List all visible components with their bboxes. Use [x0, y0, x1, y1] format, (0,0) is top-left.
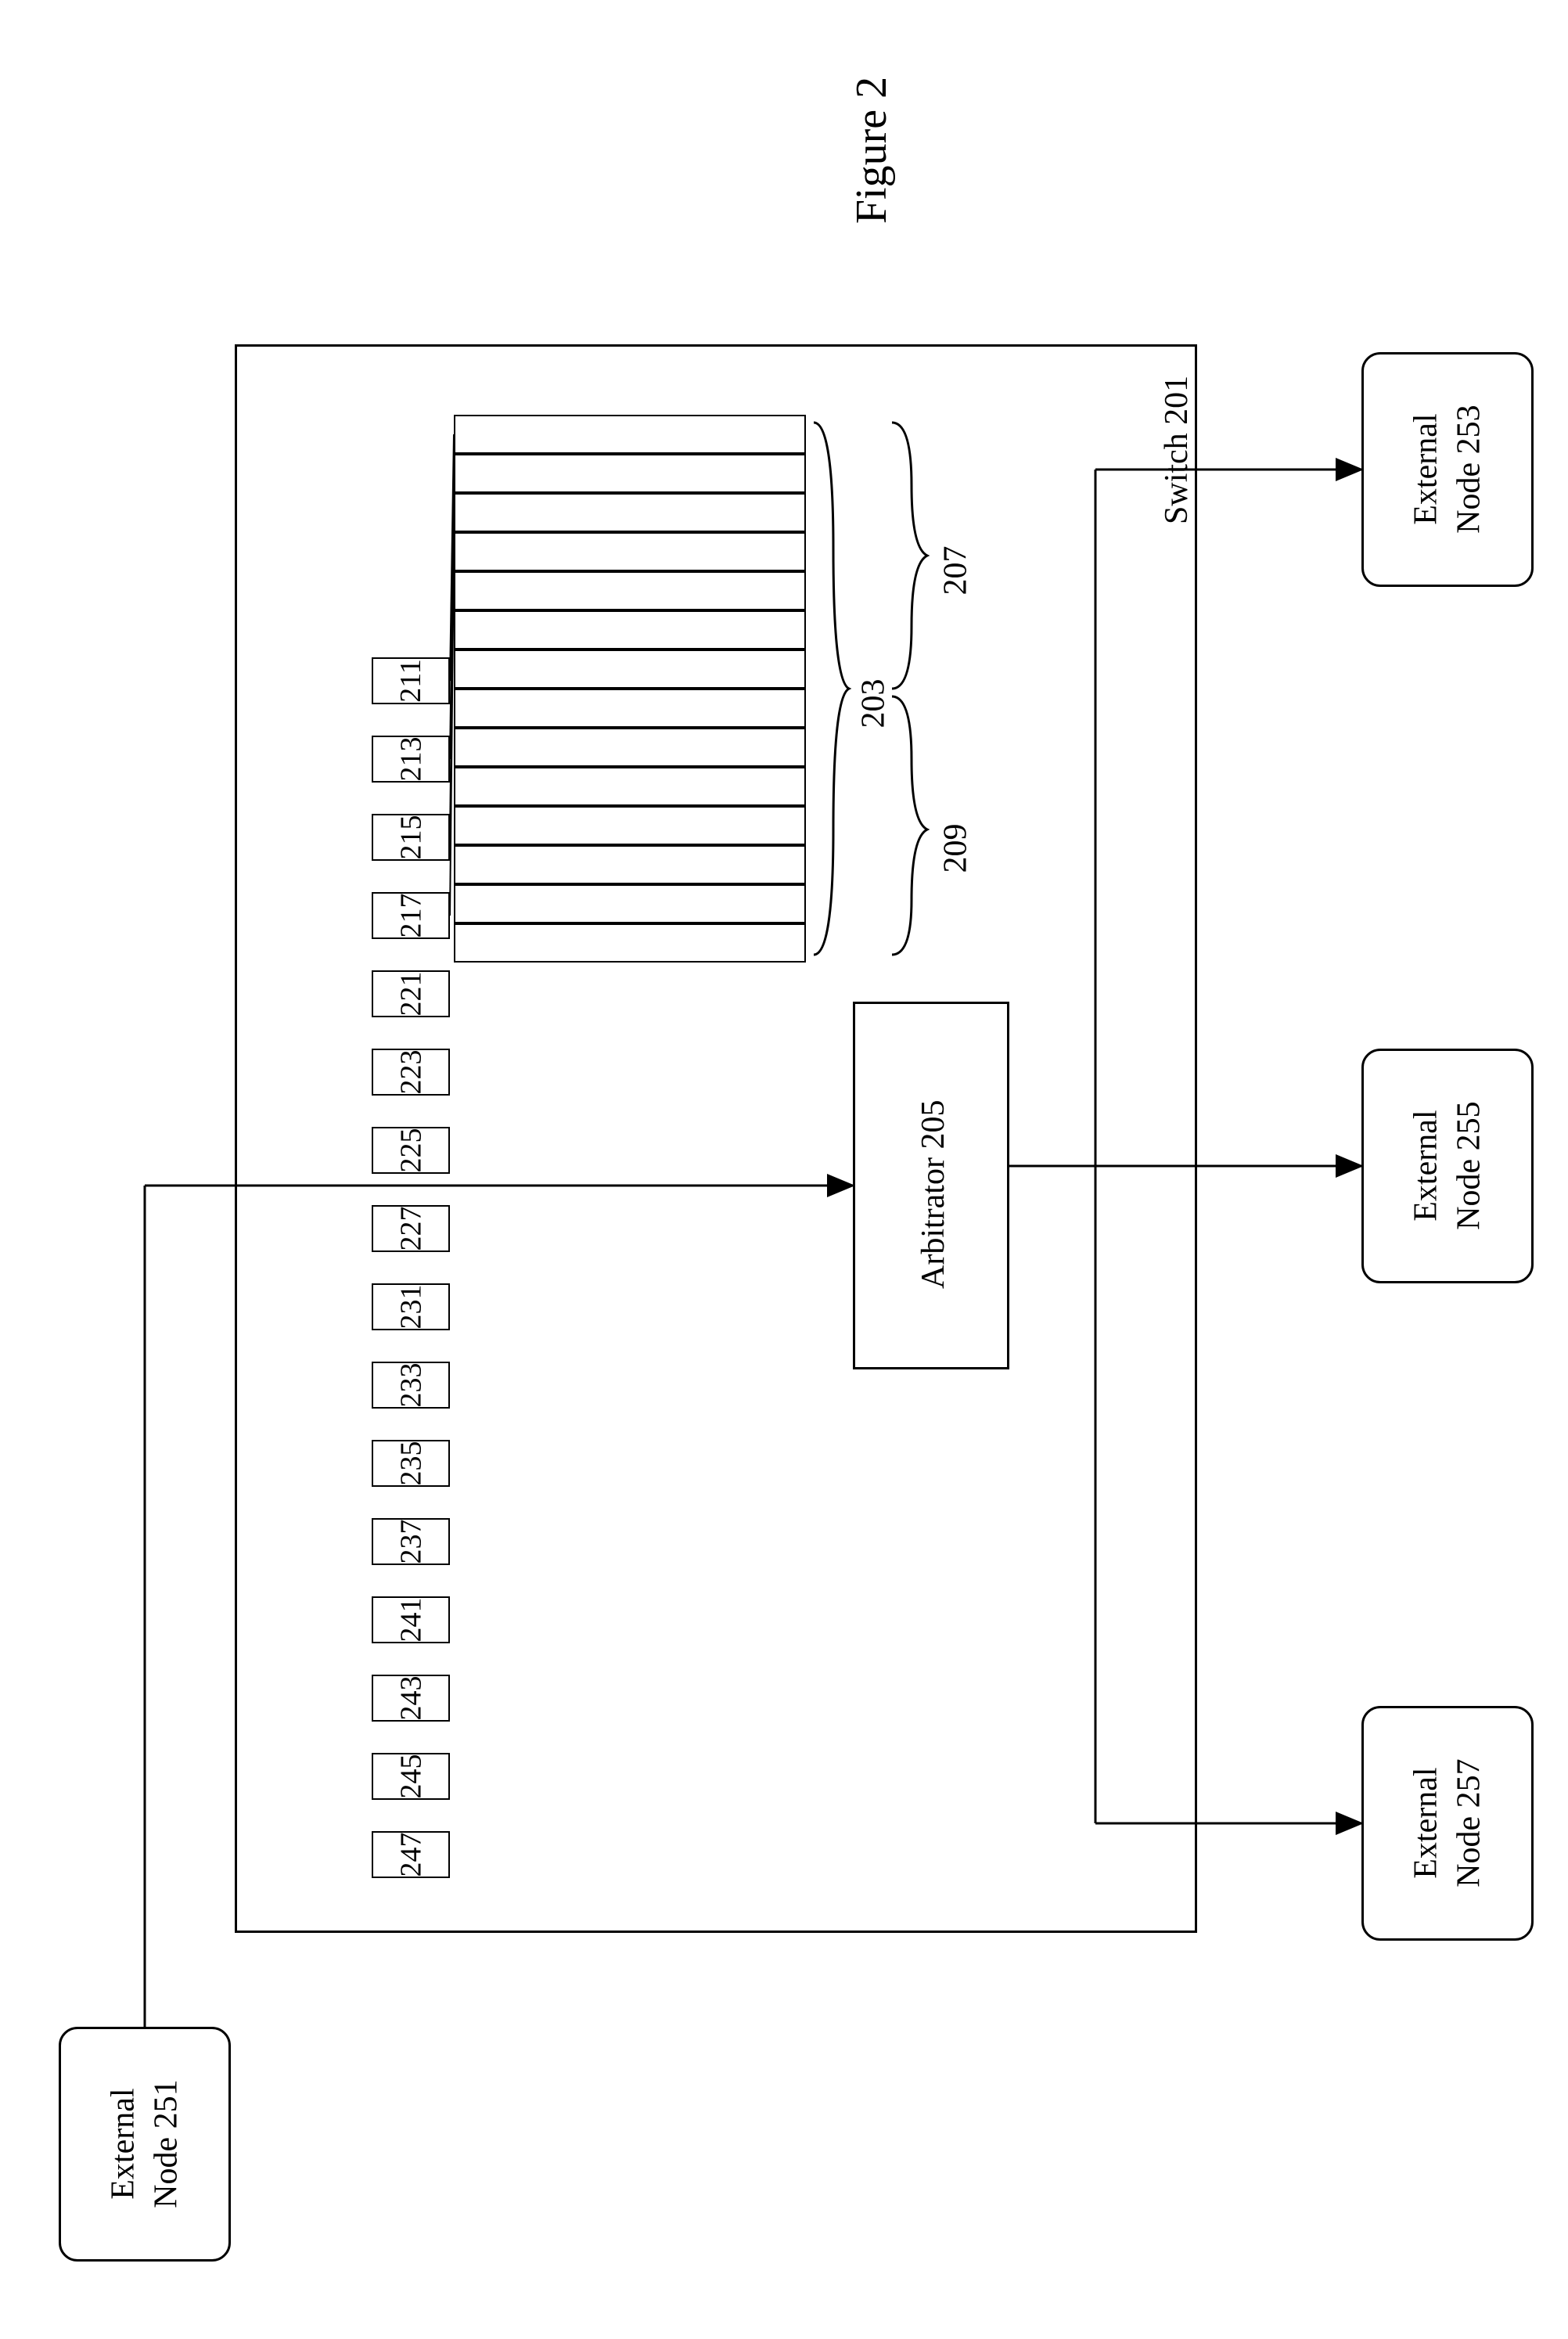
queue-cell-227: 227 — [372, 1205, 450, 1252]
queue-cell-label: 243 — [394, 1676, 428, 1721]
queue-cell-247: 247 — [372, 1831, 450, 1878]
queue-cell-223: 223 — [372, 1049, 450, 1096]
queue-grid-row — [454, 415, 806, 454]
bracket-209: 209 — [937, 824, 975, 873]
queue-cell-label: 215 — [394, 815, 428, 860]
queue-grid-row — [454, 884, 806, 923]
queue-cell-label: 231 — [394, 1285, 428, 1330]
queue-cell-label: 235 — [394, 1441, 428, 1486]
bracket-203: 203 — [855, 679, 893, 729]
external-node-253: External Node 253 — [1361, 352, 1534, 587]
queue-cell-label: 213 — [394, 737, 428, 782]
queue-cell-233: 233 — [372, 1362, 450, 1409]
queue-cell-215: 215 — [372, 814, 450, 861]
external-node-255: External Node 255 — [1361, 1049, 1534, 1283]
queue-grid-row — [454, 923, 806, 963]
queue-cell-label: 247 — [394, 1833, 428, 1877]
switch-label: Switch 201 — [1158, 376, 1196, 524]
queue-grid-row — [454, 728, 806, 767]
queue-cell-label: 241 — [394, 1598, 428, 1643]
external-node-257-label: External Node 257 — [1404, 1759, 1490, 1887]
queue-grid-row — [454, 650, 806, 689]
queue-grid-row — [454, 571, 806, 610]
external-node-257: External Node 257 — [1361, 1706, 1534, 1941]
queue-cell-label: 233 — [394, 1363, 428, 1408]
queue-cell-217: 217 — [372, 892, 450, 939]
queue-grid-row — [454, 532, 806, 571]
queue-cell-label: 211 — [394, 659, 428, 703]
queue-cell-label: 217 — [394, 894, 428, 938]
queue-cell-label: 223 — [394, 1050, 428, 1095]
queue-grid-row — [454, 767, 806, 806]
queue-cell-label: 237 — [394, 1520, 428, 1564]
queue-cell-237: 237 — [372, 1518, 450, 1565]
queue-cell-label: 221 — [394, 972, 428, 1017]
queue-grid-row — [454, 689, 806, 728]
queue-cell-241: 241 — [372, 1596, 450, 1643]
queue-grid-row — [454, 610, 806, 650]
external-node-253-label: External Node 253 — [1404, 405, 1490, 534]
queue-cell-243: 243 — [372, 1675, 450, 1722]
queue-cell-245: 245 — [372, 1753, 450, 1800]
external-node-251: External Node 251 — [59, 2027, 231, 2262]
queue-cell-label: 225 — [394, 1128, 428, 1173]
queue-cell-label: 245 — [394, 1754, 428, 1799]
queue-cell-label: 227 — [394, 1207, 428, 1251]
queue-grid-row — [454, 845, 806, 884]
queue-cell-225: 225 — [372, 1127, 450, 1174]
queue-cell-231: 231 — [372, 1283, 450, 1330]
queue-grid-row — [454, 493, 806, 532]
queue-cell-235: 235 — [372, 1440, 450, 1487]
queue-cell-221: 221 — [372, 970, 450, 1017]
queue-grid-row — [454, 806, 806, 845]
arbitrator-box: Arbitrator 205 — [853, 1002, 1009, 1369]
queue-cell-213: 213 — [372, 736, 450, 783]
external-node-255-label: External Node 255 — [1404, 1102, 1490, 1230]
arbitrator-label: Arbitrator 205 — [915, 1101, 952, 1289]
queue-grid-row — [454, 454, 806, 493]
figure-title: Figure 2 — [847, 77, 897, 224]
bracket-207: 207 — [937, 546, 975, 596]
external-node-251-label: External Node 251 — [102, 2080, 187, 2208]
queue-cell-211: 211 — [372, 657, 450, 704]
